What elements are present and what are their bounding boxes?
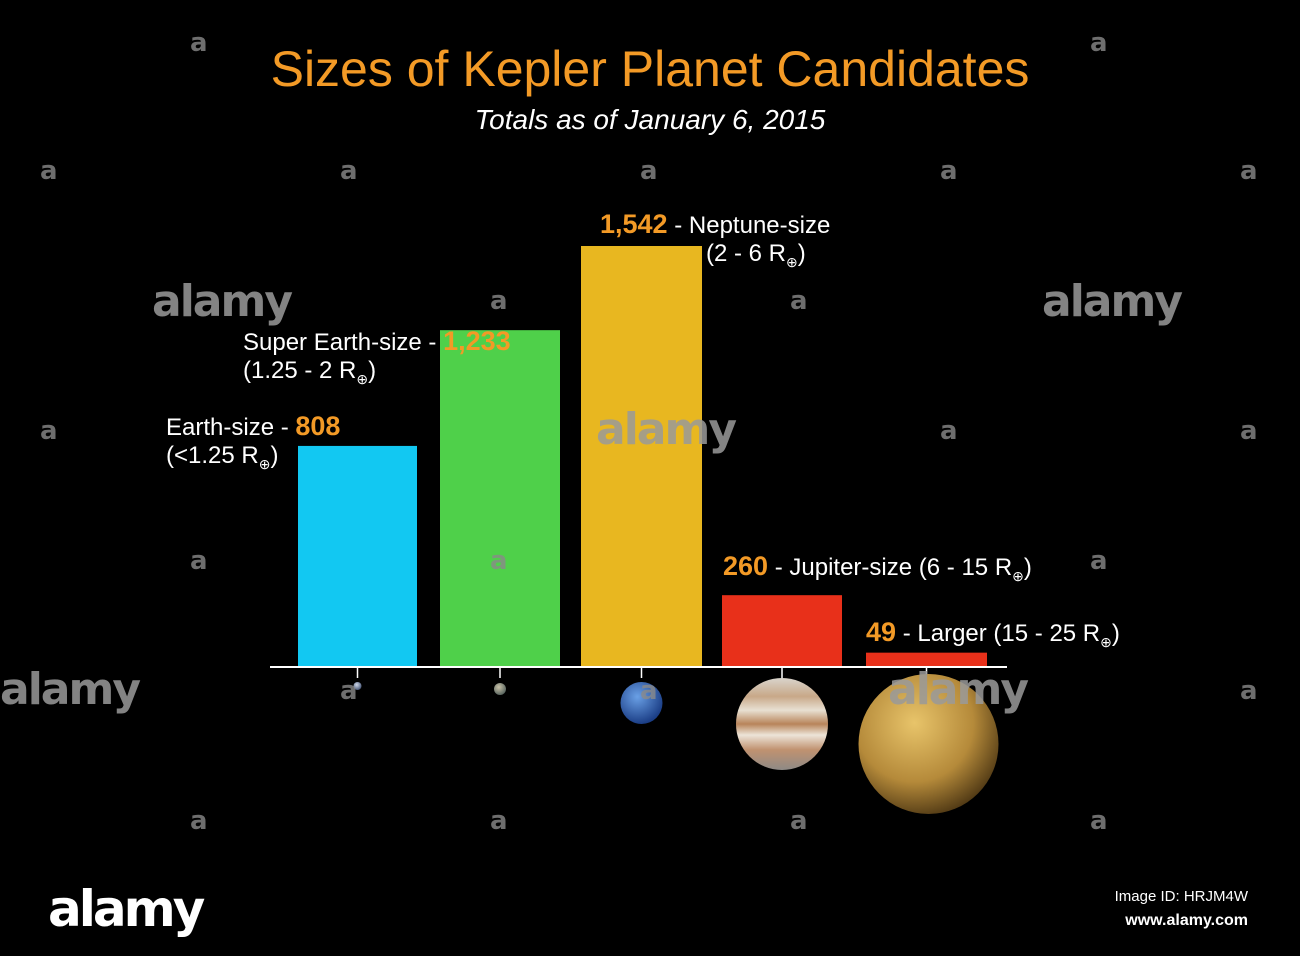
range-label: (2 - 6 R	[706, 240, 787, 267]
range-label: (15 - 25 R	[993, 620, 1101, 647]
watermark-logo: alamy	[1042, 276, 1183, 327]
chart-title: Sizes of Kepler Planet Candidates	[270, 41, 1030, 97]
watermark-letter: a	[1240, 156, 1258, 186]
neptune-icon	[620, 682, 663, 724]
watermark-letter: a	[1090, 546, 1108, 576]
value-label: 808	[295, 411, 341, 441]
watermark-letter: a	[490, 286, 508, 316]
range-label: (6 - 15 R	[918, 554, 1013, 581]
earth-symbol: ⊕	[1012, 568, 1024, 584]
watermark-letter: a	[1240, 416, 1258, 446]
watermark-letter: a	[640, 156, 658, 186]
image-id: Image ID: HRJM4W	[1114, 888, 1248, 905]
watermark-letter: a	[940, 416, 958, 446]
watermark-logo: alamy	[0, 664, 141, 715]
watermark-letter: a	[340, 156, 358, 186]
watermark-letter: a	[1090, 806, 1108, 836]
bar-neptune-size	[581, 246, 702, 666]
chart-subtitle: Totals as of January 6, 2015	[474, 104, 826, 135]
value-label: 1,233	[443, 326, 511, 356]
earth-symbol: ⊕	[356, 371, 369, 387]
bar-label-super-earth-size: Super Earth-size - 1,233 (1.25 - 2 R⊕)	[243, 326, 511, 387]
larger-planet-icon	[858, 674, 999, 814]
watermark-logo: alamy	[888, 664, 1029, 715]
jupiter-icon	[736, 678, 828, 770]
bar-label-earth-size: Earth-size - 808 (<1.25 R⊕)	[166, 411, 341, 472]
bar-larger	[866, 652, 987, 666]
watermark-logo: alamy	[596, 404, 737, 455]
category-label: Larger	[917, 620, 987, 647]
bar-label-neptune-size: 1,542 - Neptune-size (2 - 6 R⊕)	[600, 209, 831, 270]
category-label: Super Earth-size	[243, 329, 422, 356]
watermark-letter: a	[490, 546, 508, 576]
watermark-letter: a	[640, 676, 658, 706]
watermark-letter: a	[790, 286, 808, 316]
watermark-letter: a	[790, 806, 808, 836]
category-label: Jupiter-size	[789, 554, 913, 581]
range-label: (<1.25 R	[166, 442, 259, 469]
value-label: 260	[723, 551, 769, 581]
value-label: 1,542	[600, 209, 668, 239]
super-earth-icon	[494, 683, 506, 695]
watermark-letter: a	[940, 156, 958, 186]
watermark-logo: alamy	[152, 276, 293, 327]
bar-label-jupiter-size: 260 - Jupiter-size (6 - 15 R⊕)	[723, 551, 1032, 584]
earth-symbol: ⊕	[1100, 634, 1112, 650]
watermark-letter: a	[190, 546, 208, 576]
bar-jupiter-size	[722, 595, 842, 666]
earth-symbol: ⊕	[786, 254, 798, 270]
alamy-url: www.alamy.com	[1125, 912, 1248, 929]
earth-symbol: ⊕	[258, 456, 271, 472]
value-label: 49	[866, 617, 897, 647]
watermark-letter: a	[190, 28, 208, 58]
watermark-letter: a	[40, 156, 58, 186]
bar-super-earth-size	[440, 330, 560, 666]
bar-earth-size	[298, 445, 417, 666]
category-label: Earth-size	[166, 414, 275, 441]
watermark-letter: a	[190, 806, 208, 836]
watermark-letter: a	[1090, 28, 1108, 58]
bar-label-larger: 49 - Larger (15 - 25 R⊕)	[866, 617, 1120, 650]
category-label: Neptune-size	[688, 212, 831, 239]
range-label: (1.25 - 2 R	[243, 357, 357, 384]
watermark-letter: a	[40, 416, 58, 446]
alamy-logo: alamy	[48, 880, 205, 938]
earth-icon	[353, 682, 362, 690]
watermark-letter: a	[490, 806, 508, 836]
watermark-letter: a	[340, 676, 358, 706]
watermark-letter: a	[1240, 676, 1258, 706]
